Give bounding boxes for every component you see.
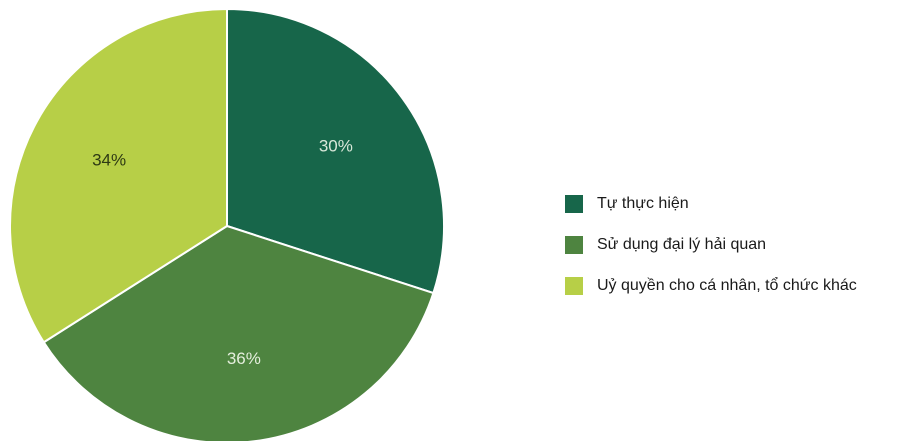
pie-slice-uy-quyen-cho-ca-nhan-to-chuc-khac [9, 7, 228, 344]
slice-value-label: 36% [227, 349, 261, 368]
slice-value-label: 34% [92, 151, 126, 170]
pie-slices [9, 7, 445, 444]
legend-item-su-dung-dai-ly-hai-quan: Sử dụng đại lý hải quan [565, 236, 766, 254]
legend-swatch [565, 236, 583, 254]
pie-slice-tu-thuc-hien [226, 7, 445, 295]
pie-slice-labels: 30% 36% 34% [92, 136, 353, 368]
legend-swatch [565, 277, 583, 295]
legend-item-uy-quyen-cho-ca-nhan-to-chuc-khac: Uỷ quyền cho cá nhân, tổ chức khác [565, 276, 857, 295]
legend-label: Sử dụng đại lý hải quan [597, 236, 766, 253]
chart-legend: Tự thực hiện Sử dụng đại lý hải quan Uỷ qu… [565, 195, 857, 295]
slice-value-label: 30% [319, 136, 353, 155]
legend-label: Tự thực hiện [597, 195, 689, 212]
legend-swatch [565, 195, 583, 213]
legend-label: Uỷ quyền cho cá nhân, tổ chức khác [597, 276, 857, 294]
legend-item-tu-thuc-hien: Tự thực hiện [565, 195, 689, 213]
